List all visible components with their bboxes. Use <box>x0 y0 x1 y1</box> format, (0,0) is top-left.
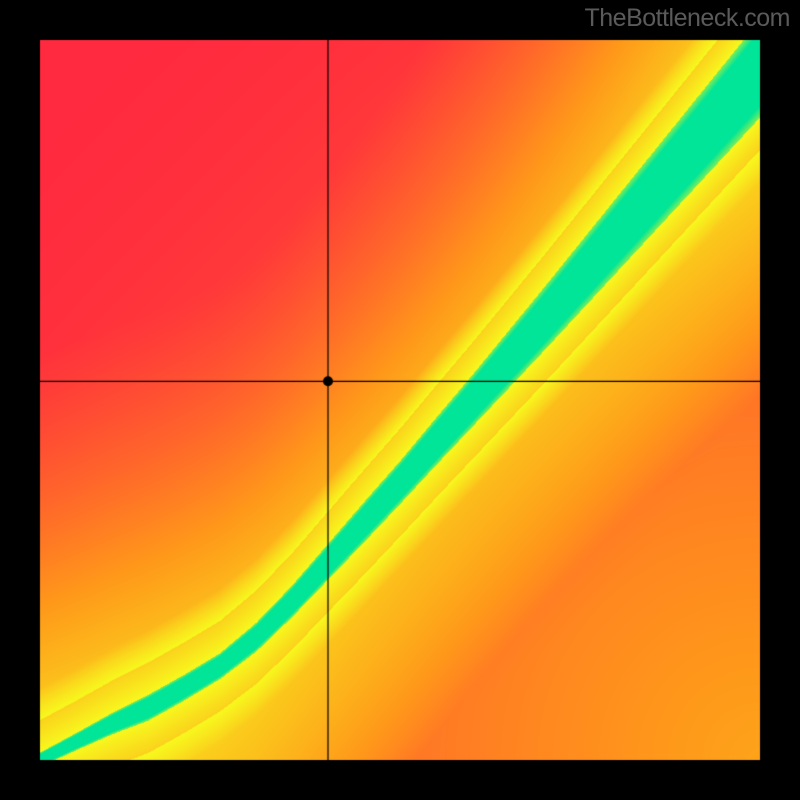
watermark-label: TheBottleneck.com <box>585 4 791 33</box>
bottleneck-heatmap <box>0 0 800 800</box>
